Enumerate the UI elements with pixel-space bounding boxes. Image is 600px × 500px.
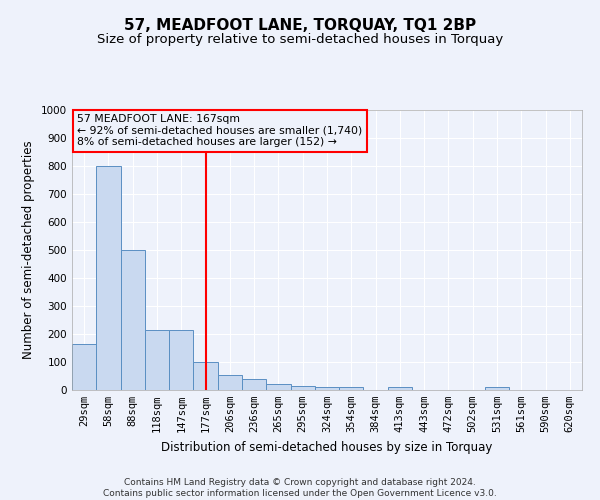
- Bar: [218, 374, 242, 390]
- Bar: [266, 384, 290, 390]
- Bar: [72, 344, 96, 390]
- Bar: [169, 330, 193, 390]
- Bar: [145, 330, 169, 390]
- Bar: [193, 362, 218, 390]
- Bar: [96, 166, 121, 390]
- Bar: [388, 387, 412, 390]
- Bar: [485, 387, 509, 390]
- Bar: [315, 387, 339, 390]
- X-axis label: Distribution of semi-detached houses by size in Torquay: Distribution of semi-detached houses by …: [161, 440, 493, 454]
- Text: Contains HM Land Registry data © Crown copyright and database right 2024.
Contai: Contains HM Land Registry data © Crown c…: [103, 478, 497, 498]
- Text: 57, MEADFOOT LANE, TORQUAY, TQ1 2BP: 57, MEADFOOT LANE, TORQUAY, TQ1 2BP: [124, 18, 476, 32]
- Text: 57 MEADFOOT LANE: 167sqm
← 92% of semi-detached houses are smaller (1,740)
8% of: 57 MEADFOOT LANE: 167sqm ← 92% of semi-d…: [77, 114, 362, 148]
- Text: Size of property relative to semi-detached houses in Torquay: Size of property relative to semi-detach…: [97, 32, 503, 46]
- Bar: [121, 250, 145, 390]
- Y-axis label: Number of semi-detached properties: Number of semi-detached properties: [22, 140, 35, 360]
- Bar: [242, 379, 266, 390]
- Bar: [339, 387, 364, 390]
- Bar: [290, 386, 315, 390]
